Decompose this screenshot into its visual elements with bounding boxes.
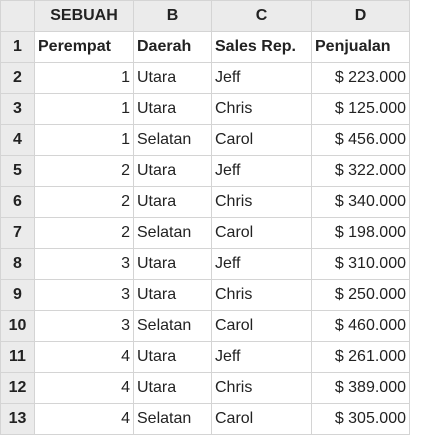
table-row: 10 3 Selatan Carol $ 460.000 <box>0 310 410 342</box>
cell-sales-rep[interactable]: Chris <box>211 93 312 125</box>
cell-region[interactable]: Utara <box>133 93 212 125</box>
cell-sales-rep[interactable]: Jeff <box>211 341 312 373</box>
cell-quarter[interactable]: 1 <box>34 124 134 156</box>
table-row: 1 Perempat Daerah Sales Rep. Penjualan <box>0 31 410 63</box>
header-cell-region[interactable]: Daerah <box>133 31 212 63</box>
row-header[interactable]: 3 <box>0 93 35 125</box>
header-cell-sales[interactable]: Penjualan <box>311 31 410 63</box>
cell-sales[interactable]: $ 460.000 <box>311 310 410 342</box>
cell-sales[interactable]: $ 198.000 <box>311 217 410 249</box>
table-row: 9 3 Utara Chris $ 250.000 <box>0 279 410 311</box>
table-row: 5 2 Utara Jeff $ 322.000 <box>0 155 410 187</box>
row-header[interactable]: 5 <box>0 155 35 187</box>
cell-quarter[interactable]: 2 <box>34 217 134 249</box>
cell-region[interactable]: Utara <box>133 186 212 218</box>
table-row: 13 4 Selatan Carol $ 305.000 <box>0 403 410 435</box>
spreadsheet-grid: SEBUAH B C D 1 Perempat Daerah Sales Rep. Pe… <box>0 0 410 435</box>
cell-quarter[interactable]: 3 <box>34 310 134 342</box>
table-row: 12 4 Utara Chris $ 389.000 <box>0 372 410 404</box>
column-header-d[interactable]: D <box>311 0 410 32</box>
cell-sales-rep[interactable]: Carol <box>211 403 312 435</box>
cell-region[interactable]: Utara <box>133 62 212 94</box>
table-row: 3 1 Utara Chris $ 125.000 <box>0 93 410 125</box>
column-header-b[interactable]: B <box>133 0 212 32</box>
cell-sales[interactable]: $ 250.000 <box>311 279 410 311</box>
table-row: 11 4 Utara Jeff $ 261.000 <box>0 341 410 373</box>
cell-sales-rep[interactable]: Carol <box>211 310 312 342</box>
table-row: 6 2 Utara Chris $ 340.000 <box>0 186 410 218</box>
cell-region[interactable]: Utara <box>133 372 212 404</box>
cell-region[interactable]: Selatan <box>133 217 212 249</box>
cell-sales-rep[interactable]: Chris <box>211 372 312 404</box>
cell-sales[interactable]: $ 389.000 <box>311 372 410 404</box>
cell-sales-rep[interactable]: Carol <box>211 217 312 249</box>
cell-sales-rep[interactable]: Carol <box>211 124 312 156</box>
row-header[interactable]: 9 <box>0 279 35 311</box>
row-header[interactable]: 10 <box>0 310 35 342</box>
cell-quarter[interactable]: 2 <box>34 186 134 218</box>
cell-sales[interactable]: $ 125.000 <box>311 93 410 125</box>
cell-region[interactable]: Utara <box>133 341 212 373</box>
cell-quarter[interactable]: 3 <box>34 279 134 311</box>
column-header-a[interactable]: SEBUAH <box>34 0 134 32</box>
column-header-row: SEBUAH B C D <box>0 0 410 32</box>
table-row: 2 1 Utara Jeff $ 223.000 <box>0 62 410 94</box>
cell-region[interactable]: Utara <box>133 248 212 280</box>
column-header-c[interactable]: C <box>211 0 312 32</box>
row-header[interactable]: 6 <box>0 186 35 218</box>
cell-region[interactable]: Selatan <box>133 124 212 156</box>
row-header[interactable]: 1 <box>0 31 35 63</box>
header-cell-quarter[interactable]: Perempat <box>34 31 134 63</box>
cell-quarter[interactable]: 4 <box>34 372 134 404</box>
cell-region[interactable]: Utara <box>133 155 212 187</box>
cell-sales-rep[interactable]: Jeff <box>211 155 312 187</box>
cell-sales-rep[interactable]: Jeff <box>211 248 312 280</box>
row-header[interactable]: 8 <box>0 248 35 280</box>
cell-sales[interactable]: $ 310.000 <box>311 248 410 280</box>
table-row: 8 3 Utara Jeff $ 310.000 <box>0 248 410 280</box>
row-header[interactable]: 7 <box>0 217 35 249</box>
cell-sales[interactable]: $ 456.000 <box>311 124 410 156</box>
cell-sales-rep[interactable]: Chris <box>211 279 312 311</box>
cell-sales-rep[interactable]: Jeff <box>211 62 312 94</box>
cell-sales[interactable]: $ 223.000 <box>311 62 410 94</box>
table-row: 7 2 Selatan Carol $ 198.000 <box>0 217 410 249</box>
header-cell-sales-rep[interactable]: Sales Rep. <box>211 31 312 63</box>
cell-sales-rep[interactable]: Chris <box>211 186 312 218</box>
cell-region[interactable]: Selatan <box>133 310 212 342</box>
row-header[interactable]: 12 <box>0 372 35 404</box>
cell-region[interactable]: Selatan <box>133 403 212 435</box>
cell-quarter[interactable]: 4 <box>34 341 134 373</box>
row-header[interactable]: 13 <box>0 403 35 435</box>
cell-sales[interactable]: $ 322.000 <box>311 155 410 187</box>
cell-quarter[interactable]: 3 <box>34 248 134 280</box>
select-all-corner[interactable] <box>0 0 35 32</box>
cell-quarter[interactable]: 2 <box>34 155 134 187</box>
cell-sales[interactable]: $ 340.000 <box>311 186 410 218</box>
row-header[interactable]: 2 <box>0 62 35 94</box>
cell-sales[interactable]: $ 305.000 <box>311 403 410 435</box>
cell-region[interactable]: Utara <box>133 279 212 311</box>
row-header[interactable]: 11 <box>0 341 35 373</box>
cell-quarter[interactable]: 1 <box>34 62 134 94</box>
row-header[interactable]: 4 <box>0 124 35 156</box>
cell-sales[interactable]: $ 261.000 <box>311 341 410 373</box>
table-row: 4 1 Selatan Carol $ 456.000 <box>0 124 410 156</box>
cell-quarter[interactable]: 1 <box>34 93 134 125</box>
cell-quarter[interactable]: 4 <box>34 403 134 435</box>
